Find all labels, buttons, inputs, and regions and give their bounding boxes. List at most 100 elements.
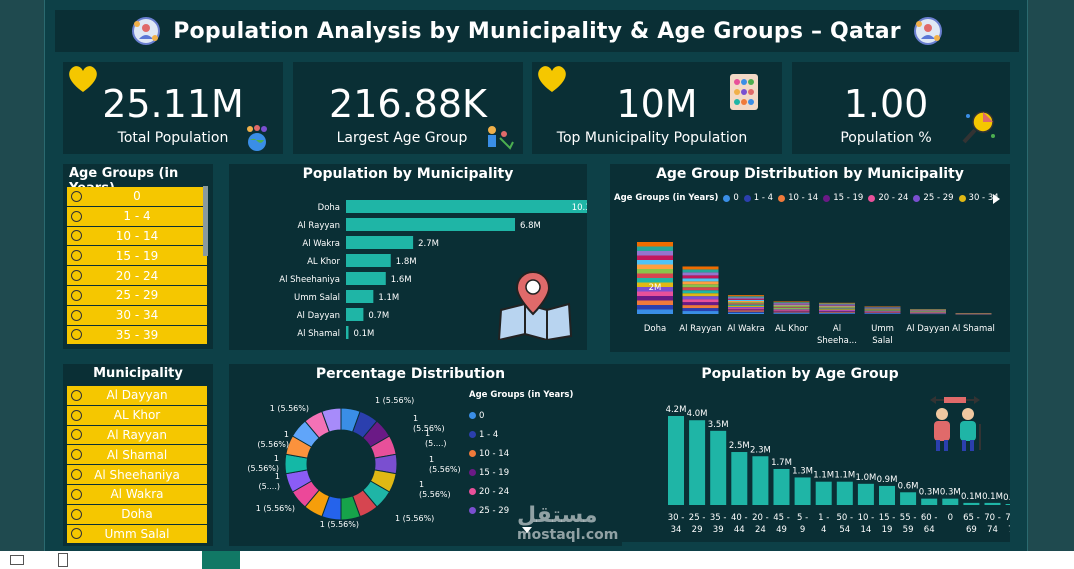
radio-icon[interactable]	[71, 429, 82, 441]
radio-icon[interactable]	[71, 469, 82, 481]
legend-item[interactable]: 25 - 29	[469, 501, 509, 520]
bar-segment	[819, 312, 855, 314]
age-slicer-item[interactable]: 0	[67, 187, 207, 207]
radio-icon[interactable]	[71, 508, 82, 520]
age-slicer-item[interactable]: 1 - 4	[67, 206, 207, 227]
bar	[836, 481, 853, 505]
kpi-population-pct[interactable]: 1.00 Population %	[792, 62, 1010, 154]
municipality-slicer-item[interactable]: Doha	[67, 504, 207, 525]
bar-segment	[637, 291, 673, 296]
data-label: 0.1M	[353, 329, 374, 339]
age-slicer-item[interactable]: 20 - 24	[67, 266, 207, 286]
legend-item[interactable]: 10 - 14	[778, 193, 818, 203]
legend-item[interactable]: 20 - 24	[868, 193, 908, 203]
municipality-slicer-item[interactable]: Al Rayyan	[67, 425, 207, 446]
slicer-scrollbar[interactable]	[203, 186, 208, 256]
age-slicer-item[interactable]: 25 - 29	[67, 285, 207, 306]
watermark-text: mostaql.com	[517, 527, 619, 543]
radio-icon[interactable]	[71, 309, 82, 321]
bar-segment	[637, 282, 673, 287]
municipality-slicer-item[interactable]: AL Khor	[67, 405, 207, 426]
legend-label: 15 - 19	[833, 193, 864, 203]
legend-next-icon[interactable]	[991, 193, 1001, 205]
age-slicer-item[interactable]: 15 - 19	[67, 246, 207, 267]
municipality-slicer-item[interactable]: Al Shamal	[67, 445, 207, 466]
chart-title: Percentage Distribution	[315, 366, 506, 382]
page-nav-icon[interactable]	[10, 555, 24, 565]
data-label: 4.0M	[687, 409, 708, 419]
radio-icon[interactable]	[71, 389, 82, 401]
age-slicer-item[interactable]: 35 - 39	[67, 325, 207, 346]
category-label: 10 -	[858, 513, 875, 523]
page-tab[interactable]	[202, 551, 240, 569]
category-label: 64	[924, 525, 935, 535]
category-label: Al Shamal	[952, 324, 995, 334]
kpi-total-population[interactable]: 25.11M Total Population	[63, 62, 283, 154]
age-slicer-item-label: 30 - 34	[115, 308, 159, 323]
data-label: 2.7M	[418, 239, 439, 249]
age-slicer-item[interactable]: 30 - 34	[67, 305, 207, 326]
data-label: (5.56%)	[413, 424, 445, 433]
slicer-list: 0 1 - 4 10 - 14 15 - 19 20 - 24 25 - 29 30 - 3…	[67, 187, 207, 346]
bar-segment	[819, 309, 855, 311]
bar-segment	[682, 275, 719, 279]
bar-segment	[728, 304, 764, 306]
scroll-down-icon[interactable]	[521, 526, 533, 534]
data-label: 1 (5.56%)	[320, 520, 359, 529]
radio-icon[interactable]	[71, 250, 82, 262]
bar-segment	[637, 278, 673, 283]
data-label: 10.3M	[572, 203, 587, 213]
legend-item[interactable]: 10 - 14	[469, 444, 509, 463]
radio-icon[interactable]	[71, 329, 82, 341]
radio-icon[interactable]	[71, 409, 82, 421]
legend-item[interactable]: 1 - 4	[469, 425, 509, 444]
radio-icon[interactable]	[71, 449, 82, 461]
legend-item[interactable]: 0	[469, 406, 509, 425]
radio-icon[interactable]	[71, 270, 82, 282]
bar	[710, 430, 727, 505]
legend-item[interactable]: 25 - 29	[913, 193, 954, 203]
legend-dot	[778, 194, 786, 202]
legend-item[interactable]: 20 - 24	[469, 482, 509, 501]
category-label: 60 -	[921, 513, 938, 523]
age-slicer-item[interactable]: 10 - 14	[67, 226, 207, 247]
municipality-slicer-item-label: Doha	[121, 507, 153, 522]
bar-segment	[728, 312, 764, 314]
municipality-slicer-item[interactable]: Al Wakra	[67, 484, 207, 505]
kpi-largest-age-group[interactable]: 216.88K Largest Age Group	[293, 62, 523, 154]
legend-item[interactable]: 1 - 4	[743, 193, 773, 203]
chart-legend: Age Groups (in Years) 0 1 - 4 10 - 14 15 - 1…	[614, 193, 999, 203]
legend-item[interactable]: 30 - 34	[958, 193, 999, 203]
data-label: (5.56%)	[419, 490, 451, 499]
legend-item[interactable]: 15 - 19	[823, 193, 863, 203]
municipality-slicer-item[interactable]: Umm Salal	[67, 524, 207, 545]
data-label: 1	[275, 472, 280, 481]
bar-segment	[773, 302, 810, 304]
stacked-bar-chart: 2M Doha Al Rayyan Al Wakra AL Khor Al Sheeha..…	[637, 242, 995, 346]
legend-label: 25 - 29	[923, 193, 954, 203]
municipality-slicer-item[interactable]: Al Sheehaniya	[67, 465, 207, 485]
bar-segment	[773, 310, 810, 312]
kpi-top-municipality[interactable]: 10M Top Municipality Population	[532, 62, 782, 154]
category-label: Al Dayyan	[906, 324, 949, 334]
radio-icon[interactable]	[71, 488, 82, 500]
radio-icon[interactable]	[71, 190, 82, 202]
category-label: 55 -	[900, 513, 917, 523]
data-label: 0.6M	[898, 481, 919, 491]
age-slicer-item-label: 25 - 29	[115, 288, 159, 303]
legend-item[interactable]: 15 - 19	[469, 463, 509, 482]
radio-icon[interactable]	[71, 210, 82, 222]
legend-item[interactable]: 0	[723, 193, 739, 203]
population-icon	[132, 17, 161, 45]
radio-icon[interactable]	[71, 289, 82, 301]
bar-segment	[728, 310, 764, 312]
municipality-slicer-item[interactable]: Al Dayyan	[67, 386, 207, 406]
bar-segment	[682, 284, 719, 288]
radio-icon[interactable]	[71, 528, 82, 540]
page-icon[interactable]	[58, 553, 68, 567]
category-label: Al	[833, 324, 841, 334]
bar	[794, 477, 811, 505]
data-label: 1.6M	[391, 275, 412, 285]
radio-icon[interactable]	[71, 230, 82, 242]
